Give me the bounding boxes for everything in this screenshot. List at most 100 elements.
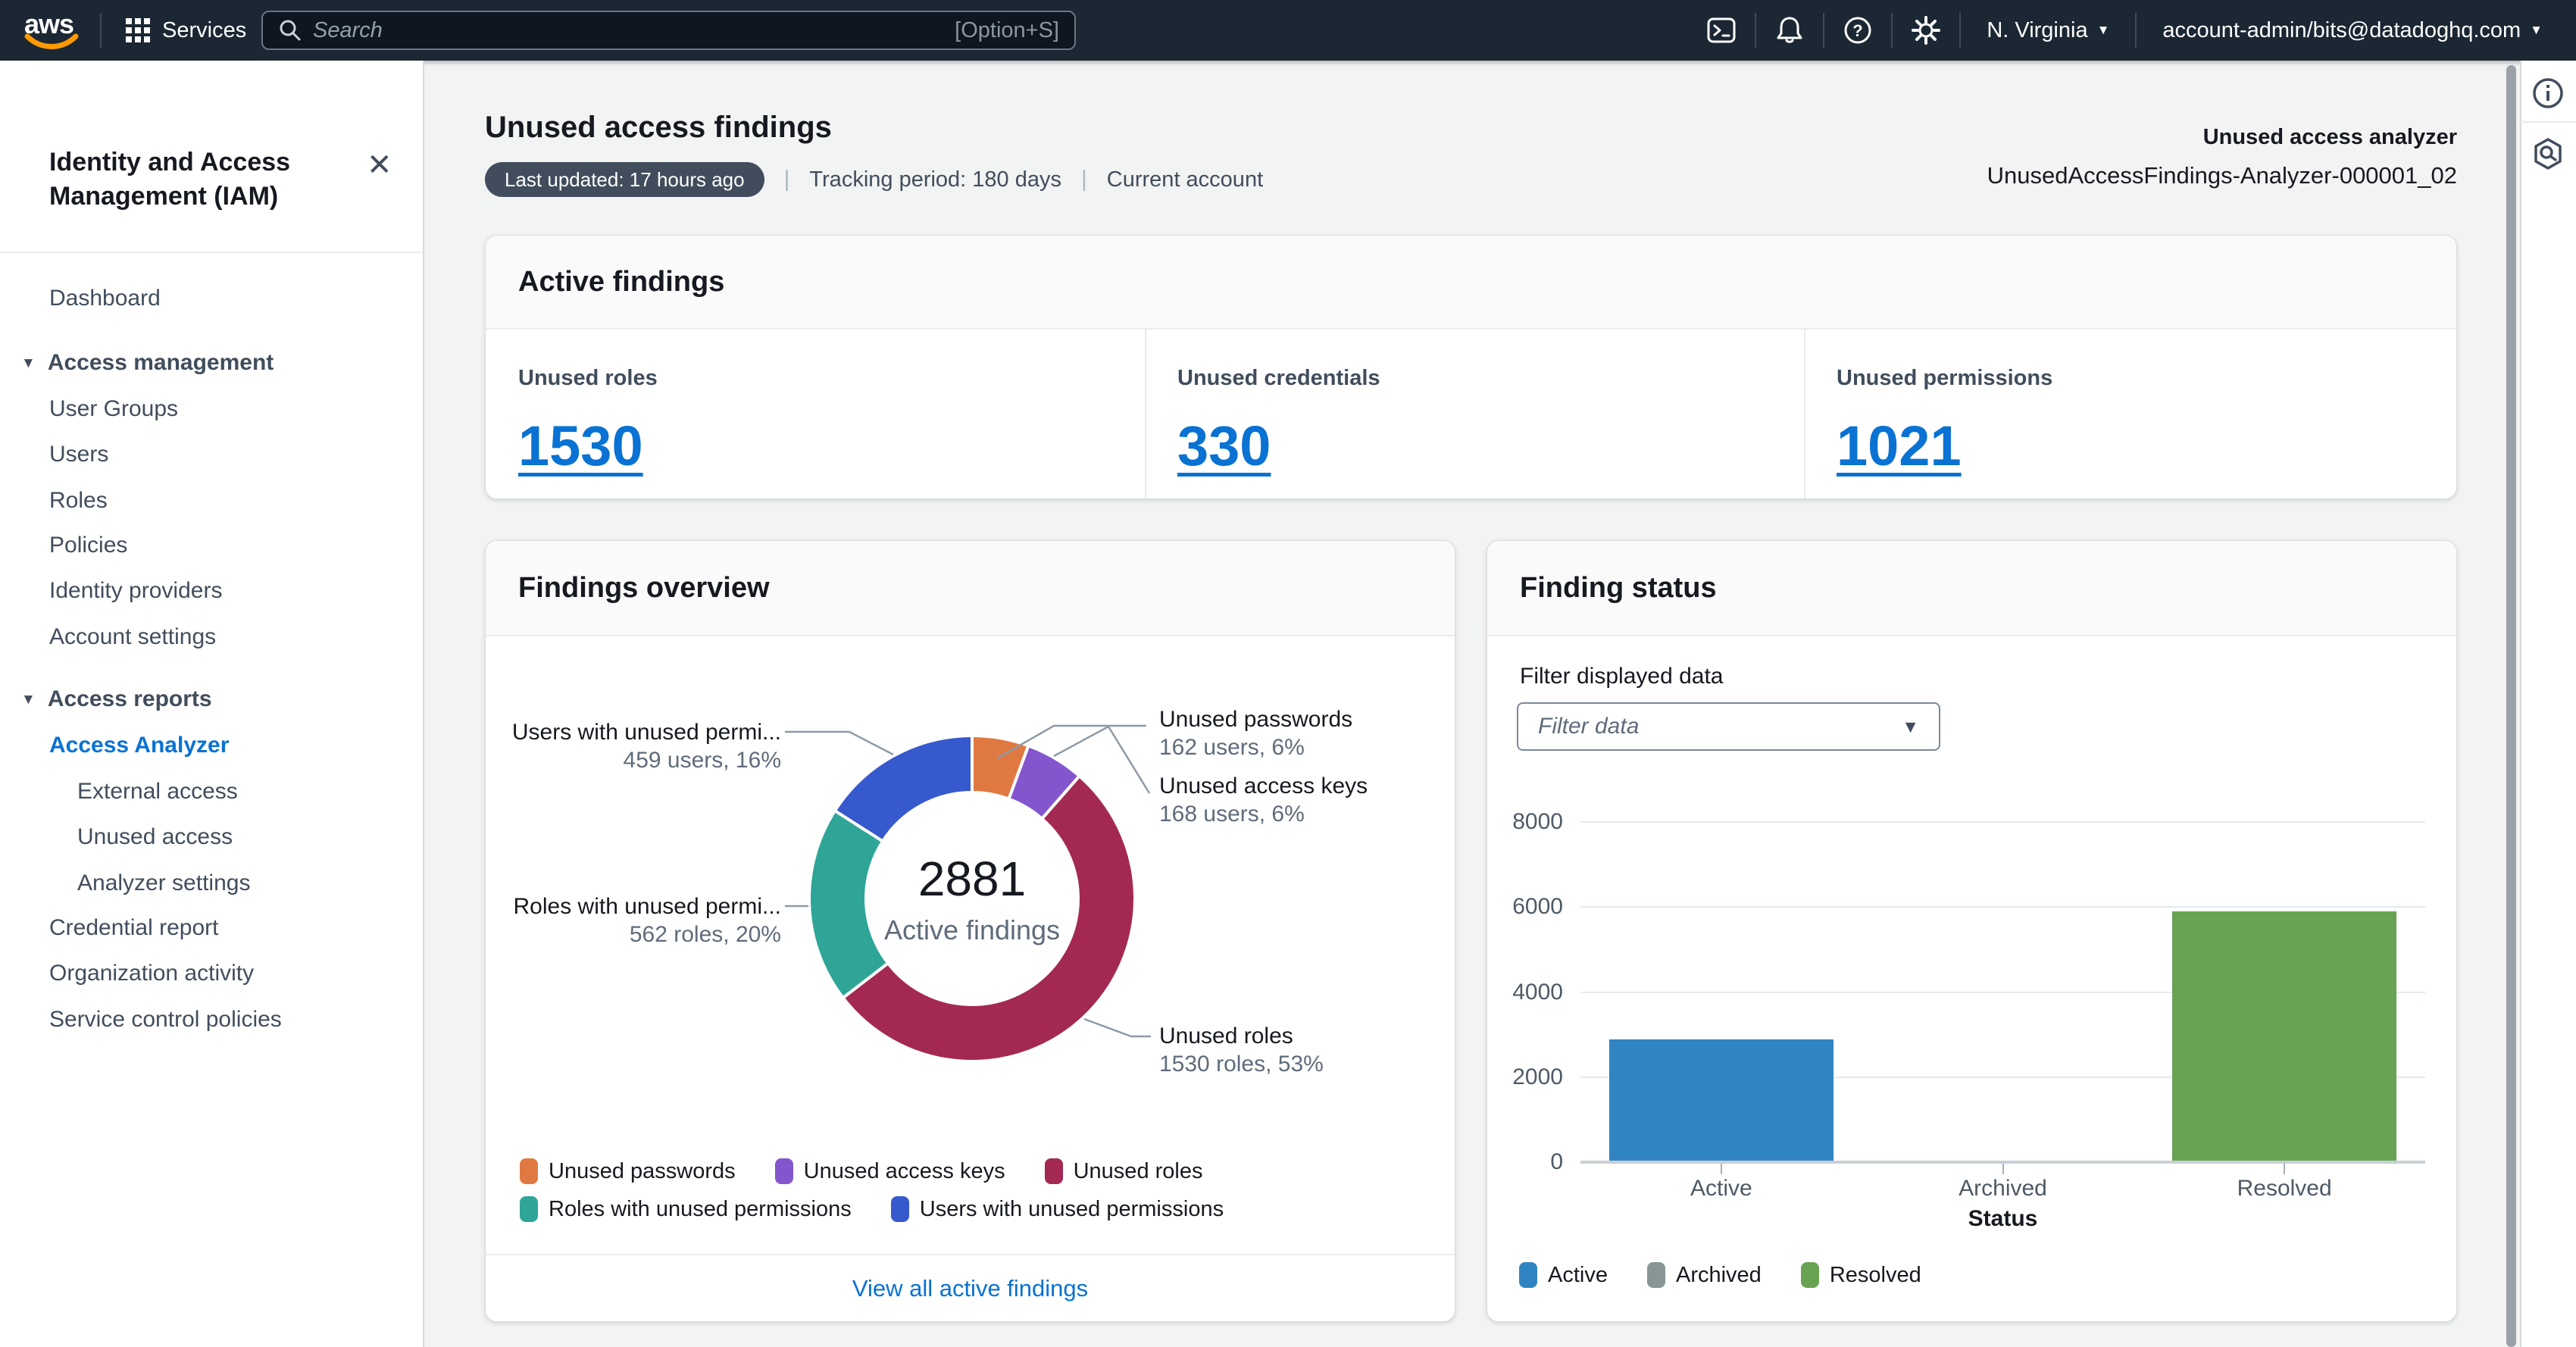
legend-unused-roles[interactable]: Unused roles xyxy=(1044,1158,1202,1184)
metric-value-link[interactable]: 1021 xyxy=(1837,414,1962,477)
nav-divider xyxy=(1891,13,1893,48)
scrollbar[interactable] xyxy=(2506,65,2516,1347)
metric-value-link[interactable]: 330 xyxy=(1177,414,1271,477)
donut-slice-unused-roles[interactable] xyxy=(840,774,1136,1063)
metric-unused-roles: Unused roles 1530 xyxy=(486,330,1145,498)
x-tick-label: Archived xyxy=(1959,1176,2047,1201)
x-tick-label: Active xyxy=(1690,1176,1752,1201)
donut-legend: Unused passwords Unused access keys Unus… xyxy=(520,1158,1224,1222)
legend-chip xyxy=(1519,1262,1537,1288)
sidebar-item-users[interactable]: Users xyxy=(49,442,109,467)
sidebar-item-service-control-policies[interactable]: Service control policies xyxy=(49,1007,282,1032)
sidebar-item-policies[interactable]: Policies xyxy=(49,533,128,558)
aws-logo[interactable]: aws xyxy=(24,11,80,54)
tracking-period: Tracking period: 180 days xyxy=(809,167,1061,192)
metric-label: Unused credentials xyxy=(1177,366,1380,390)
callout-annotation: 459 users, 16% xyxy=(623,748,781,773)
filter-displayed-data-label: Filter displayed data xyxy=(1520,664,1724,689)
meta-separator: | xyxy=(783,167,790,192)
legend-label: Archived xyxy=(1675,1262,1762,1287)
filter-data-combobox[interactable]: Filter data ▼ xyxy=(1517,702,1940,751)
sidebar-item-organization-activity[interactable]: Organization activity xyxy=(49,961,255,986)
view-all-active-findings-link[interactable]: View all active findings xyxy=(852,1275,1089,1302)
x-tick-label: Resolved xyxy=(2237,1176,2332,1201)
sidebar-section-access-reports[interactable]: ▼ Access reports xyxy=(21,680,212,719)
legend-unused-passwords[interactable]: Unused passwords xyxy=(520,1158,736,1184)
chevron-down-icon: ▼ xyxy=(2096,23,2110,37)
legend-chip xyxy=(520,1196,538,1222)
settings-button[interactable] xyxy=(1897,0,1955,61)
donut-legend-row: Roles with unused permissions Users with… xyxy=(520,1196,1224,1222)
callout-unused-passwords: Unused passwords 162 users, 6% xyxy=(1159,705,1352,761)
sidebar-item-unused-access[interactable]: Unused access xyxy=(77,824,233,849)
region-selector[interactable]: N. Virginia ▼ xyxy=(1965,0,2131,61)
global-search[interactable]: [Option+S] xyxy=(261,11,1076,50)
gridline xyxy=(1580,991,2425,993)
callout-title: Unused access keys xyxy=(1159,774,1368,799)
overview-card-footer: View all active findings xyxy=(486,1254,1455,1322)
card-title: Finding status xyxy=(1520,571,1717,604)
bar-resolved[interactable] xyxy=(2172,911,2397,1162)
sidebar-item-identity-providers[interactable]: Identity providers xyxy=(49,578,223,603)
aws-smile-icon xyxy=(24,33,79,49)
legend-archived[interactable]: Archived xyxy=(1646,1262,1762,1288)
sidebar-item-account-settings[interactable]: Account settings xyxy=(49,624,217,649)
status-bar-chart: 0 2000 4000 6000 8000 Active Archived Resolved S… xyxy=(1487,541,2458,1323)
y-tick-label: 6000 xyxy=(1512,894,1563,920)
callout-annotation: 1530 roles, 53% xyxy=(1159,1052,1324,1077)
iam-sidebar: Identity and Access Management (IAM) ✕ D… xyxy=(0,61,424,1347)
metric-unused-credentials: Unused credentials 330 xyxy=(1145,330,1804,498)
legend-label: Resolved xyxy=(1829,1262,1921,1287)
legend-chip xyxy=(1800,1262,1819,1288)
nav-divider xyxy=(1755,13,1757,48)
y-tick-label: 4000 xyxy=(1512,979,1563,1005)
bar-active[interactable] xyxy=(1608,1039,1834,1162)
donut-slice-users-with-unused-permissions[interactable] xyxy=(833,733,974,844)
sidebar-item-external-access[interactable]: External access xyxy=(77,779,238,804)
help-button[interactable]: ? xyxy=(1829,0,1887,61)
page-title: Unused access findings xyxy=(485,111,832,144)
sidebar-item-credential-report[interactable]: Credential report xyxy=(49,915,219,940)
sidebar-item-analyzer-settings[interactable]: Analyzer settings xyxy=(77,870,251,895)
svg-text:?: ? xyxy=(1853,21,1863,40)
legend-resolved[interactable]: Resolved xyxy=(1800,1262,1921,1288)
sidebar-item-user-groups[interactable]: User Groups xyxy=(49,396,179,421)
callout-roles-with-unused-permissions: Roles with unused permi... 562 roles, 20… xyxy=(493,892,782,949)
metric-label: Unused roles xyxy=(518,366,658,390)
legend-unused-access-keys[interactable]: Unused access keys xyxy=(774,1158,1005,1184)
legend-users-with-unused-permissions[interactable]: Users with unused permissions xyxy=(890,1196,1224,1222)
sidebar-title: Identity and Access Management (IAM) xyxy=(49,148,291,211)
sidebar-item-dashboard[interactable]: Dashboard xyxy=(49,286,161,311)
metric-label: Unused permissions xyxy=(1837,366,2053,390)
help-icon: ? xyxy=(1844,17,1871,44)
services-menu-button[interactable]: Services xyxy=(124,0,246,61)
card-title: Active findings xyxy=(518,265,725,298)
analyzer-info-value: UnusedAccessFindings-Analyzer-000001_02 xyxy=(1987,162,2457,189)
search-input[interactable] xyxy=(313,17,945,43)
info-panel-button[interactable] xyxy=(2531,76,2565,114)
sidebar-item-roles[interactable]: Roles xyxy=(49,488,108,513)
sidebar-section-access-management[interactable]: ▼ Access management xyxy=(21,343,274,383)
account-menu[interactable]: account-admin/bits@datadoghq.com ▼ xyxy=(2141,0,2564,61)
gridline xyxy=(1580,906,2425,908)
cloudshell-button[interactable] xyxy=(1693,0,1750,61)
analyzer-info: Unused access analyzer UnusedAccessFindi… xyxy=(1987,125,2457,189)
legend-chip xyxy=(520,1158,538,1184)
close-icon[interactable]: ✕ xyxy=(367,148,392,182)
legend-label: Unused access keys xyxy=(803,1158,1005,1183)
nav-divider xyxy=(100,13,102,48)
metric-value-link[interactable]: 1530 xyxy=(518,414,643,477)
notifications-button[interactable] xyxy=(1761,0,1818,61)
callout-title: Users with unused permi... xyxy=(511,720,781,745)
active-findings-header: Active findings xyxy=(486,236,2456,330)
callout-title: Roles with unused permi... xyxy=(513,894,782,919)
legend-roles-with-unused-permissions[interactable]: Roles with unused permissions xyxy=(520,1196,852,1222)
filter-placeholder: Filter data xyxy=(1538,714,1640,739)
chevron-down-icon: ▼ xyxy=(2530,23,2543,37)
legend-active[interactable]: Active xyxy=(1519,1262,1608,1288)
search-icon xyxy=(280,20,301,41)
resource-panel-button[interactable] xyxy=(2531,137,2565,174)
callout-unused-roles: Unused roles 1530 roles, 53% xyxy=(1159,1022,1324,1078)
donut-legend-row: Unused passwords Unused access keys Unus… xyxy=(520,1158,1224,1184)
sidebar-item-access-analyzer[interactable]: Access Analyzer xyxy=(49,733,230,758)
